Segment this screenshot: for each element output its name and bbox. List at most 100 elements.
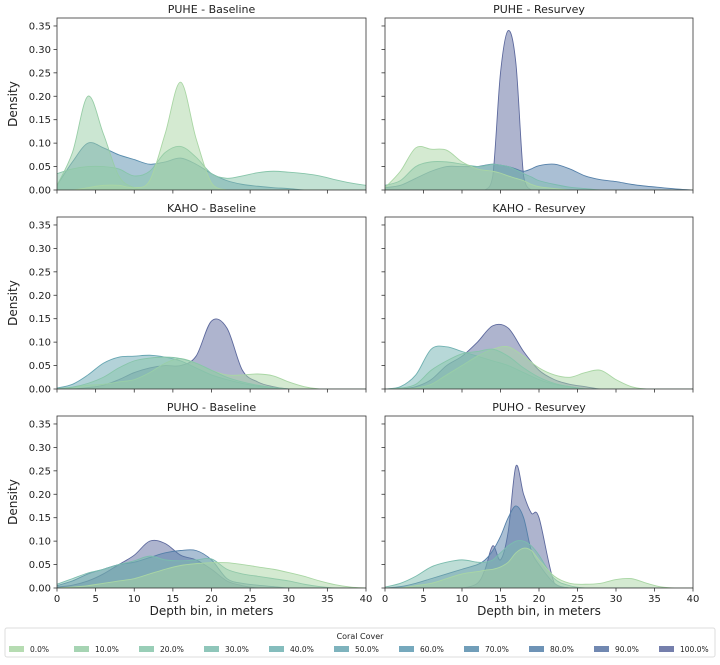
- x-tick-label: 10: [128, 594, 141, 605]
- legend-item-900pct: 90.0%: [594, 645, 639, 654]
- legend-label: 0.0%: [30, 645, 49, 654]
- legend-item-00pct: 0.0%: [9, 645, 49, 654]
- y-axis-label: Density: [6, 81, 20, 127]
- legend-swatch: [74, 646, 89, 652]
- x-tick-label: 35: [648, 594, 661, 605]
- panel-title: KAHO - Resurvey: [492, 202, 586, 215]
- y-tick-label: 0.15: [29, 314, 51, 325]
- kde-line-200pct: [385, 348, 693, 389]
- legend-swatch: [659, 646, 674, 652]
- legend: Coral Cover 0.0% 10.0% 20.0% 30.0% 40.0% 50.0%…: [4, 627, 716, 658]
- y-tick-label: 0.35: [29, 419, 51, 430]
- x-tick-label: 5: [92, 594, 98, 605]
- x-axis-label: Depth bin, in meters: [150, 604, 274, 618]
- x-tick-label: 0: [54, 594, 60, 605]
- legend-label: 60.0%: [420, 645, 444, 654]
- series-group: [57, 81, 366, 190]
- legend-item-1000pct: 100.0%: [659, 645, 709, 654]
- legend-label: 30.0%: [225, 645, 249, 654]
- panel-puhe-baseline: PUHE - Baseline 0.00 0.05 0.10 0.15 0.20 0.25 0…: [6, 3, 367, 197]
- legend-swatch: [139, 646, 154, 652]
- y-tick-label: 0.10: [29, 338, 51, 349]
- kde-area-00pct: [57, 562, 366, 588]
- kde-area-00pct: [385, 548, 693, 588]
- legend-swatch: [269, 646, 284, 652]
- x-tick-label: 20: [205, 594, 218, 605]
- y-tick-label: 0.00: [29, 385, 51, 396]
- kde-line-00pct: [57, 562, 366, 588]
- y-tick-label: 0.35: [29, 21, 51, 32]
- y-tick-label: 0.25: [29, 68, 51, 79]
- kde-line-1000pct: [385, 30, 693, 190]
- x-tick-label: 25: [244, 594, 257, 605]
- x-tick-label: 0: [382, 594, 388, 605]
- legend-label: 100.0%: [680, 645, 709, 654]
- panel-title: PUHE - Baseline: [168, 3, 256, 16]
- kde-area-200pct: [385, 349, 693, 389]
- legend-swatch: [9, 646, 24, 652]
- legend-swatch: [529, 646, 544, 652]
- x-tick-label: 15: [167, 594, 180, 605]
- y-axis-label: Density: [6, 479, 20, 525]
- legend-swatch: [464, 646, 479, 652]
- y-tick-label: 0.15: [29, 513, 51, 524]
- x-tick-label: 5: [420, 594, 426, 605]
- kde-line-00pct: [385, 145, 693, 190]
- legend-label: 80.0%: [550, 645, 574, 654]
- x-tick-label: 30: [282, 594, 295, 605]
- y-tick-label: 0.05: [29, 361, 51, 372]
- panel-puhe-resurvey: PUHE - Resurvey: [381, 3, 694, 194]
- legend-swatch: [204, 646, 219, 652]
- kde-line-00pct: [57, 81, 366, 190]
- series-group: [385, 30, 693, 190]
- panel-kaho-resurvey: KAHO - Resurvey: [381, 202, 694, 393]
- x-tick-label: 30: [610, 594, 623, 605]
- legend-label: 50.0%: [355, 645, 379, 654]
- y-tick-label: 0.25: [29, 466, 51, 477]
- legend-item-700pct: 70.0%: [464, 645, 509, 654]
- y-tick-label: 0.15: [29, 115, 51, 126]
- kde-area-1000pct: [385, 465, 693, 588]
- y-tick-label: 0.10: [29, 537, 51, 548]
- y-tick-label: 0.05: [29, 560, 51, 571]
- legend-label: 90.0%: [615, 645, 639, 654]
- x-tick-label: 40: [687, 594, 700, 605]
- y-tick-label: 0.10: [29, 139, 51, 150]
- legend-label: 20.0%: [160, 645, 184, 654]
- legend-label: 40.0%: [290, 645, 314, 654]
- y-tick-label: 0.20: [29, 291, 51, 302]
- legend-item-800pct: 80.0%: [529, 645, 574, 654]
- kde-line-1000pct: [385, 464, 693, 588]
- y-tick-label: 0.30: [29, 443, 51, 454]
- kde-area-1000pct: [57, 318, 366, 389]
- y-tick-label: 0.30: [29, 45, 51, 56]
- kde-area-100pct: [57, 96, 366, 190]
- panel-title: KAHO - Baseline: [167, 202, 256, 215]
- x-tick-label: 10: [456, 594, 469, 605]
- x-tick-label: 25: [571, 594, 584, 605]
- y-axis-label: Density: [6, 280, 20, 326]
- kde-line-00pct: [385, 547, 693, 588]
- legend-swatch: [334, 646, 349, 652]
- y-tick-label: 0.35: [29, 220, 51, 231]
- kde-area-200pct: [57, 357, 366, 389]
- panel-puho-baseline: PUHO - Baseline 0.00 0.05 0.10 0.15 0.20 0.25 0…: [6, 401, 372, 618]
- x-tick-label: 15: [494, 594, 507, 605]
- panel-title: PUHO - Resurvey: [492, 401, 586, 414]
- y-tick-label: 0.20: [29, 92, 51, 103]
- y-tick-label: 0.20: [29, 490, 51, 501]
- y-tick-label: 0.30: [29, 244, 51, 255]
- legend-swatch: [594, 646, 609, 652]
- kde-area-200pct: [57, 146, 366, 190]
- x-axis-label: Depth bin, in meters: [477, 604, 601, 618]
- panel-kaho-baseline: KAHO - Baseline 0.00 0.05 0.10 0.15 0.20 0.25 0…: [6, 202, 367, 396]
- y-tick-label: 0.00: [29, 584, 51, 595]
- legend-title: Coral Cover: [337, 632, 385, 641]
- panel-title: PUHE - Resurvey: [493, 3, 585, 16]
- legend-item-600pct: 60.0%: [399, 645, 444, 654]
- legend-label: 70.0%: [485, 645, 509, 654]
- series-group: [385, 323, 693, 389]
- kde-line-100pct: [57, 95, 366, 190]
- panel-puho-resurvey: PUHO - Resurvey 0 5 10 15 20 25 30 35 40 Depth bin…: [381, 401, 700, 618]
